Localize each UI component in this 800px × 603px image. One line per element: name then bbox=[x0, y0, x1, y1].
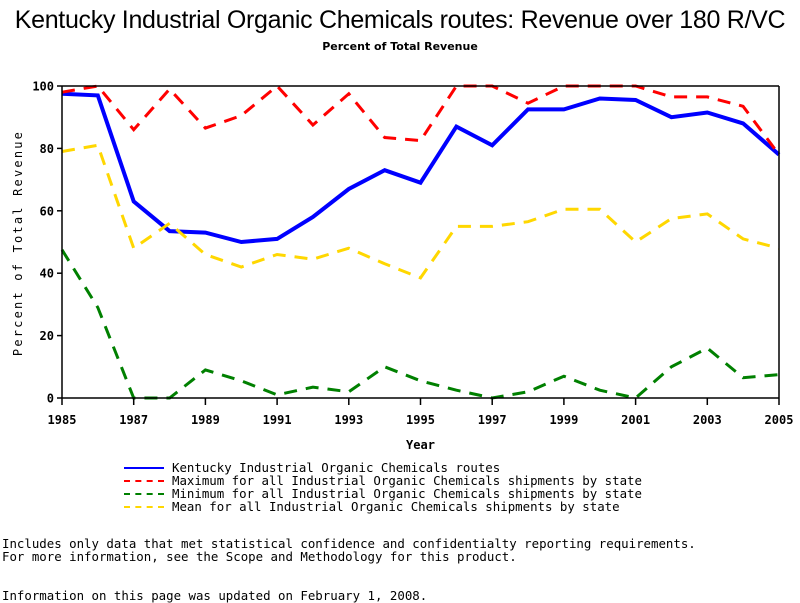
chart-title: Kentucky Industrial Organic Chemicals ro… bbox=[14, 6, 786, 34]
legend-item-kentucky: Kentucky Industrial Organic Chemicals ro… bbox=[124, 461, 642, 474]
legend-item-mean: Mean for all Industrial Organic Chemical… bbox=[124, 500, 642, 513]
legend-swatch-maximum bbox=[124, 479, 164, 482]
x-tick-label: 2005 bbox=[765, 413, 794, 427]
legend-label-kentucky: Kentucky Industrial Organic Chemicals ro… bbox=[172, 460, 501, 475]
legend-swatch-kentucky bbox=[124, 466, 164, 469]
x-tick-label: 1993 bbox=[334, 413, 363, 427]
y-axis-title: Percent of Total Revenue bbox=[11, 130, 25, 356]
legend-item-minimum: Minimum for all Industrial Organic Chemi… bbox=[124, 487, 642, 500]
y-tick-label: 60 bbox=[40, 204, 54, 218]
legend: Kentucky Industrial Organic Chemicals ro… bbox=[124, 461, 642, 513]
y-tick-label: 0 bbox=[47, 392, 54, 406]
legend-swatch-minimum bbox=[124, 492, 164, 495]
series-line-mean bbox=[61, 143, 780, 280]
y-tick-label: 40 bbox=[40, 267, 54, 281]
chart-subtitle: Percent of Total Revenue bbox=[322, 40, 478, 53]
legend-label-minimum: Minimum for all Industrial Organic Chemi… bbox=[172, 486, 642, 501]
legend-item-maximum: Maximum for all Industrial Organic Chemi… bbox=[124, 474, 642, 487]
x-tick-label: 1991 bbox=[263, 413, 292, 427]
y-tick-label: 100 bbox=[32, 80, 54, 94]
series-line-kentucky bbox=[61, 91, 781, 245]
x-tick-label: 1999 bbox=[549, 413, 578, 427]
line-chart: 0 20 40 60 80 100 1985 1987 1989 1991 1993 1995 1997… bbox=[11, 80, 793, 453]
x-tick-label: 2001 bbox=[621, 413, 650, 427]
x-tick-label: 2003 bbox=[693, 413, 722, 427]
series-line-maximum bbox=[61, 83, 781, 156]
y-tick-label: 80 bbox=[40, 142, 54, 156]
y-tick-label: 20 bbox=[40, 329, 54, 343]
legend-label-maximum: Maximum for all Industrial Organic Chemi… bbox=[172, 473, 642, 488]
legend-label-mean: Mean for all Industrial Organic Chemical… bbox=[172, 499, 620, 514]
axes-layer: 0 20 40 60 80 100 1985 1987 1989 1991 1993 1995 1997… bbox=[32, 80, 793, 428]
x-tick-label: 1985 bbox=[48, 413, 77, 427]
x-tick-label: 1987 bbox=[119, 413, 148, 427]
note-methodology: For more information, see the Scope and … bbox=[2, 549, 517, 564]
x-tick-label: 1989 bbox=[191, 413, 220, 427]
series-line-minimum bbox=[60, 249, 780, 400]
x-axis-title: Year bbox=[406, 438, 435, 452]
x-tick-label: 1997 bbox=[478, 413, 507, 427]
x-tick-label: 1995 bbox=[406, 413, 435, 427]
note-confidence: Includes only data that met statistical … bbox=[2, 536, 696, 551]
series-layer bbox=[60, 83, 781, 400]
note-updated: Information on this page was updated on … bbox=[2, 588, 428, 603]
legend-swatch-mean bbox=[124, 505, 164, 508]
